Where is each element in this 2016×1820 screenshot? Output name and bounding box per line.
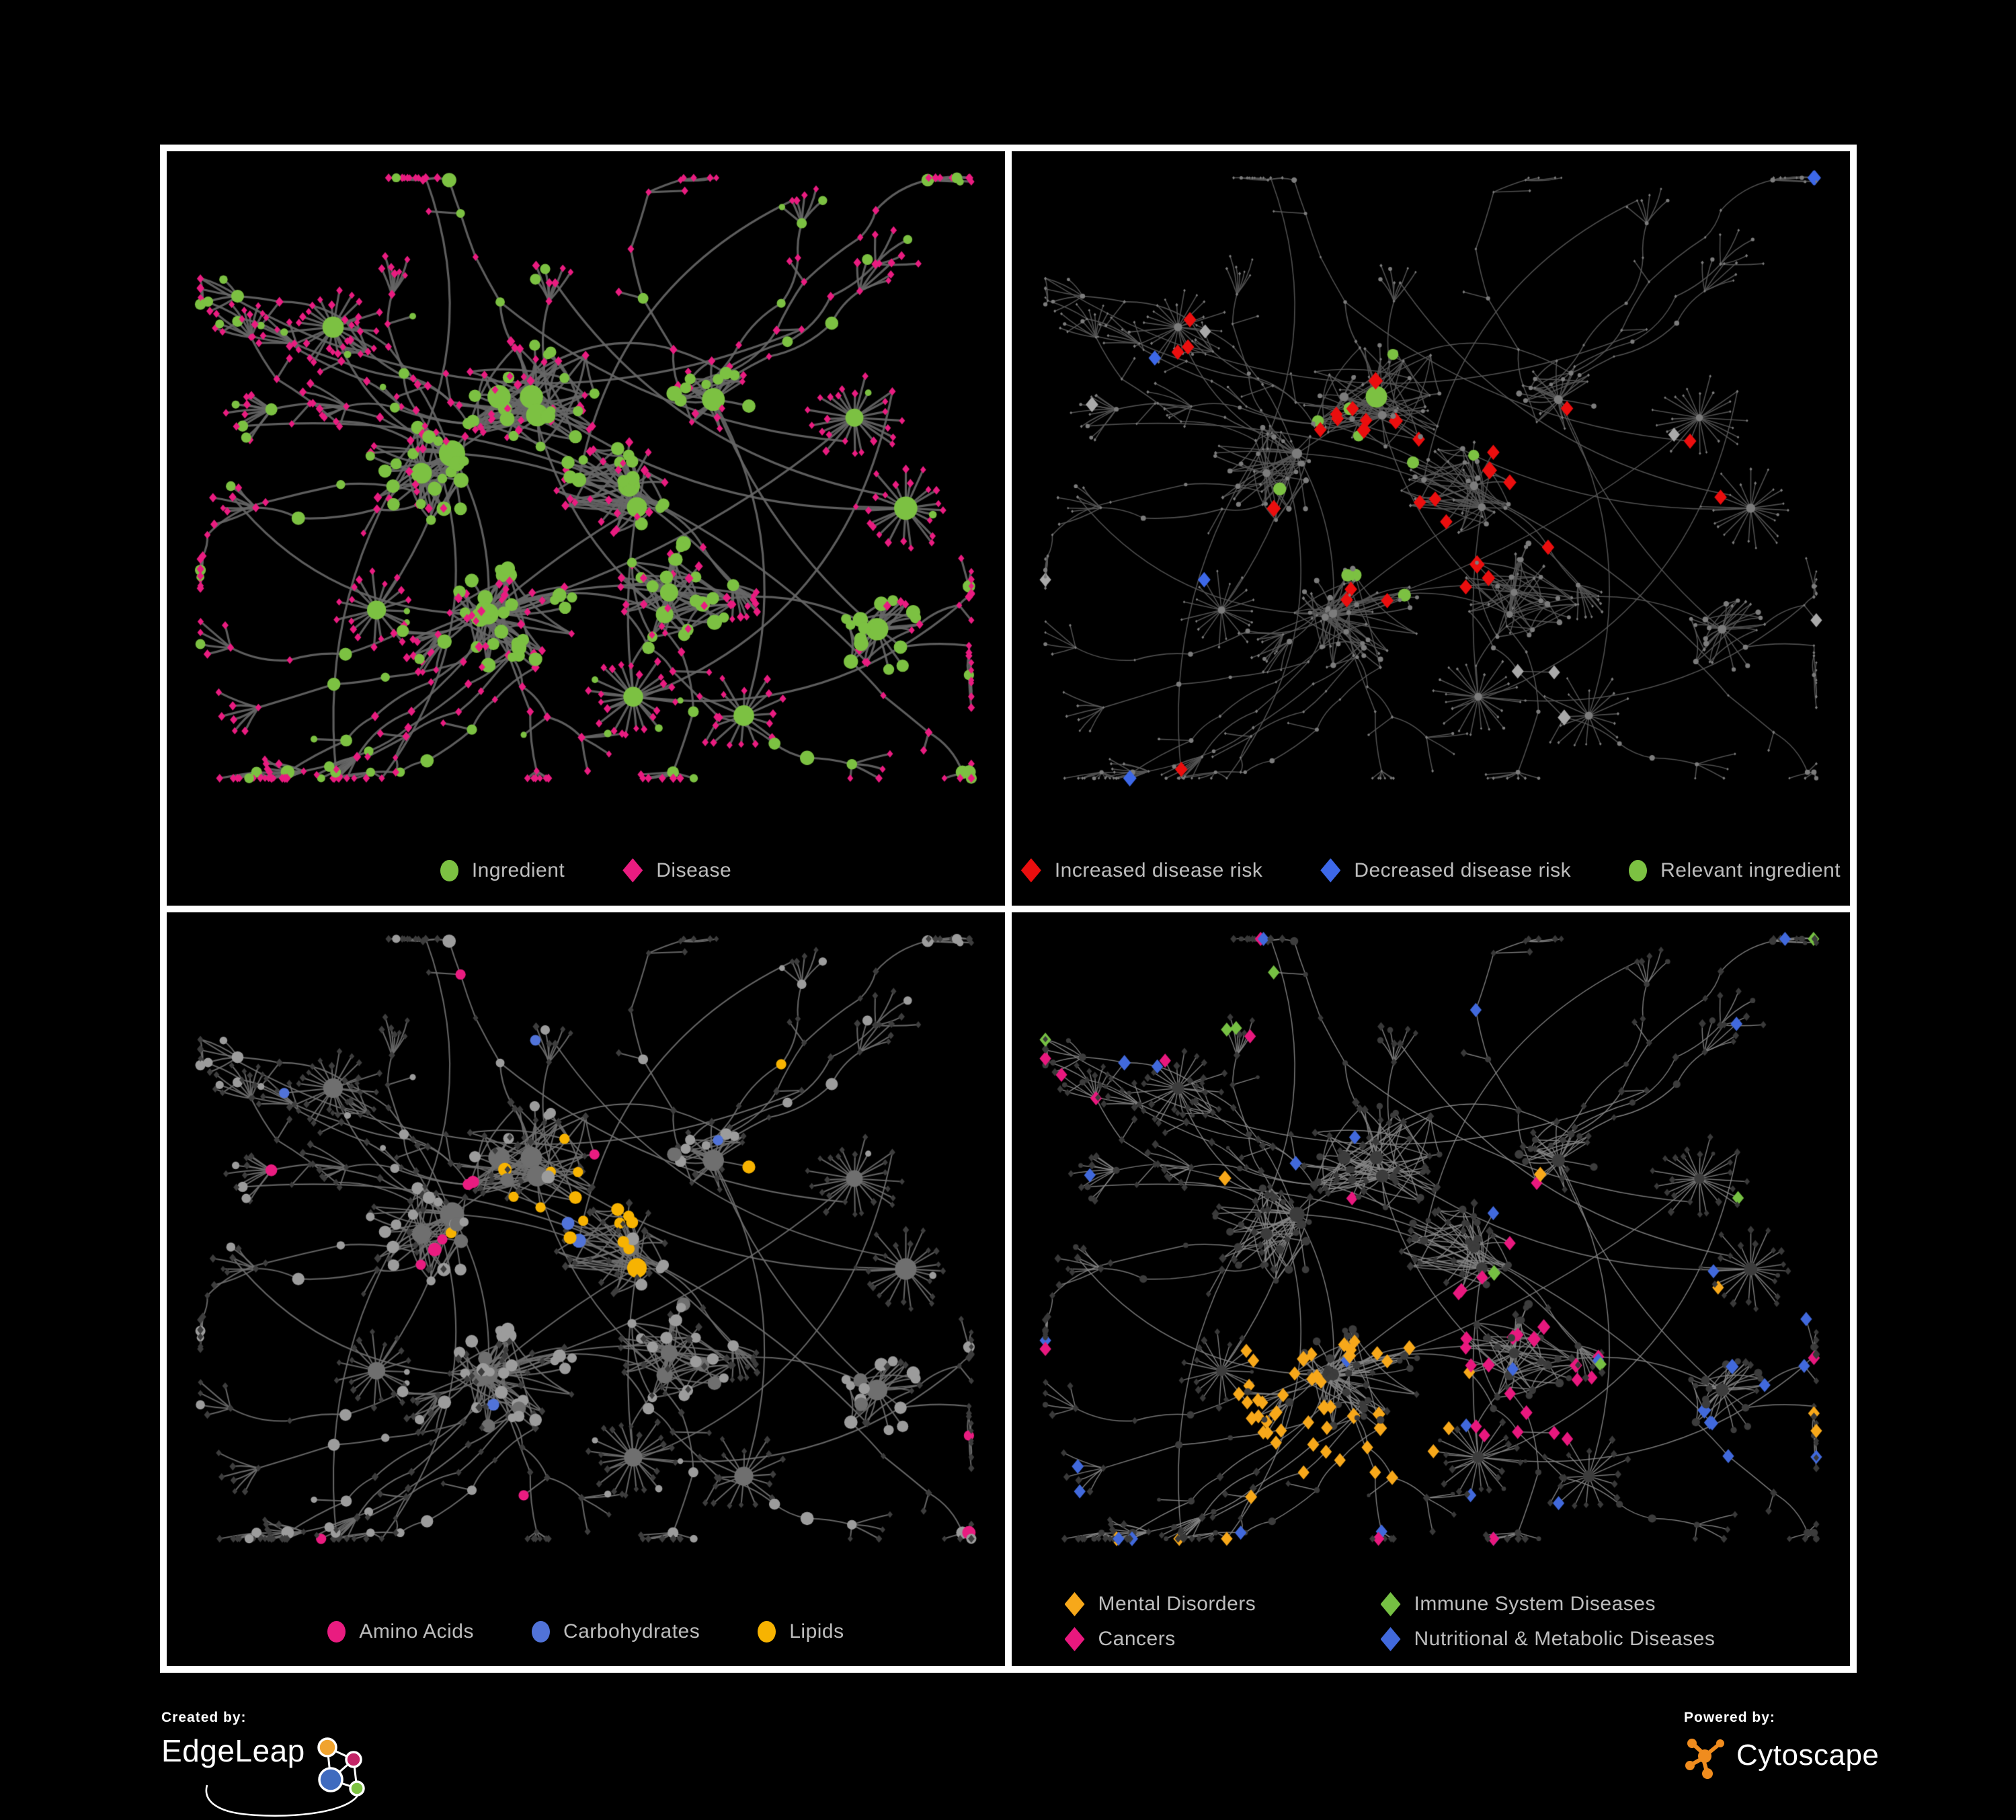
panel-legend: Increased disease risk Decreased disease … (1012, 858, 1850, 883)
legend-label: Amino Acids (359, 1620, 474, 1643)
legend-ellipse-marker (440, 859, 458, 881)
legend-diamond-marker (1064, 1592, 1085, 1616)
panel-ingredient-classes: Amino Acids Carbohydrates Lipids (167, 912, 1005, 1666)
panel-legend: Amino Acids Carbohydrates Lipids (167, 1620, 1005, 1643)
legend-label: Disease (656, 859, 732, 881)
panel-disease-risk: Increased disease risk Decreased disease … (1012, 151, 1850, 906)
legend-item-immune-system-diseases: Immune System Diseases (1380, 1592, 1798, 1616)
legend-diamond-marker (1320, 858, 1341, 883)
legend-label: Relevant ingredient (1660, 859, 1841, 881)
cytoscape-logo-icon (1685, 1739, 1724, 1779)
legend-diamond-marker (1020, 858, 1041, 883)
legend-label: Nutritional & Metabolic Diseases (1414, 1628, 1716, 1650)
network-canvas-disease-categories (1012, 912, 1850, 1666)
legend-item-lipids: Lipids (758, 1620, 844, 1643)
legend-item-relevant-ingredient: Relevant ingredient (1629, 859, 1841, 882)
edgeleap-node-green (349, 1780, 365, 1796)
legend-diamond-marker (1380, 1592, 1401, 1616)
network-canvas-disease-risk (1012, 151, 1850, 906)
legend-ellipse-marker (1629, 859, 1648, 881)
legend-diamond-marker (622, 858, 643, 883)
legend-label: Ingredient (471, 859, 565, 881)
created-by-label: Created by: (161, 1710, 247, 1725)
legend-label: Decreased disease risk (1354, 859, 1572, 881)
legend-diamond-marker (1380, 1627, 1401, 1651)
cytoscape-icon-graphic (1685, 1739, 1724, 1779)
edgeleap-swoosh (205, 1784, 361, 1817)
panel-legend: Mental Disorders Immune System Diseases Ca… (1012, 1592, 1850, 1651)
legend-label: Increased disease risk (1054, 859, 1263, 881)
legend-item-decreased-disease-risk: Decreased disease risk (1320, 858, 1572, 883)
legend-label: Immune System Diseases (1414, 1593, 1656, 1615)
legend-item-ingredient: Ingredient (440, 859, 565, 882)
powered-by-label: Powered by: (1684, 1710, 1775, 1725)
edgeleap-logo-icon (205, 1737, 365, 1817)
legend-item-increased-disease-risk: Increased disease risk (1020, 858, 1263, 883)
edgeleap-lockup: Created by: EdgeLeap (161, 1710, 383, 1817)
legend-item-cancers: Cancers (1064, 1627, 1354, 1651)
edgeleap-logo-nodes (317, 1737, 365, 1796)
legend-item-carbohydrates: Carbohydrates (531, 1620, 700, 1643)
legend-diamond-marker (1064, 1627, 1085, 1651)
legend-ellipse-marker (327, 1621, 346, 1643)
legend-label: Lipids (789, 1620, 844, 1643)
panel-legend: Ingredient Disease (167, 858, 1005, 883)
cytoscape-wordmark: Cytoscape (1736, 1739, 1880, 1772)
legend-item-nutritional-metabolic-diseases: Nutritional & Metabolic Diseases (1380, 1627, 1798, 1651)
legend-item-disease: Disease (622, 858, 732, 883)
legend-label: Cancers (1098, 1628, 1176, 1650)
legend-ellipse-marker (758, 1621, 776, 1643)
network-canvas-ingredient-disease (167, 151, 1005, 906)
edgeleap-node-blue (318, 1767, 344, 1792)
legend-label: Carbohydrates (563, 1620, 700, 1643)
panel-disease-categories: Mental Disorders Immune System Diseases Ca… (1012, 912, 1850, 1666)
legend-item-mental-disorders: Mental Disorders (1064, 1592, 1354, 1616)
legend-label: Mental Disorders (1098, 1593, 1256, 1615)
panel-grid: Ingredient Disease Increased disease risk… (160, 145, 1857, 1673)
edgeleap-node-orange (317, 1737, 337, 1757)
legend-ellipse-marker (531, 1621, 550, 1643)
legend-item-amino-acids: Amino Acids (327, 1620, 474, 1643)
edgeleap-node-magenta (345, 1751, 362, 1768)
network-canvas-ingredient-classes (167, 912, 1005, 1666)
edgeleap-wordmark: EdgeLeap (161, 1733, 305, 1768)
panel-ingredient-disease: Ingredient Disease (167, 151, 1005, 906)
cytoscape-lockup: Powered by: Cytoscape (1684, 1710, 1912, 1780)
